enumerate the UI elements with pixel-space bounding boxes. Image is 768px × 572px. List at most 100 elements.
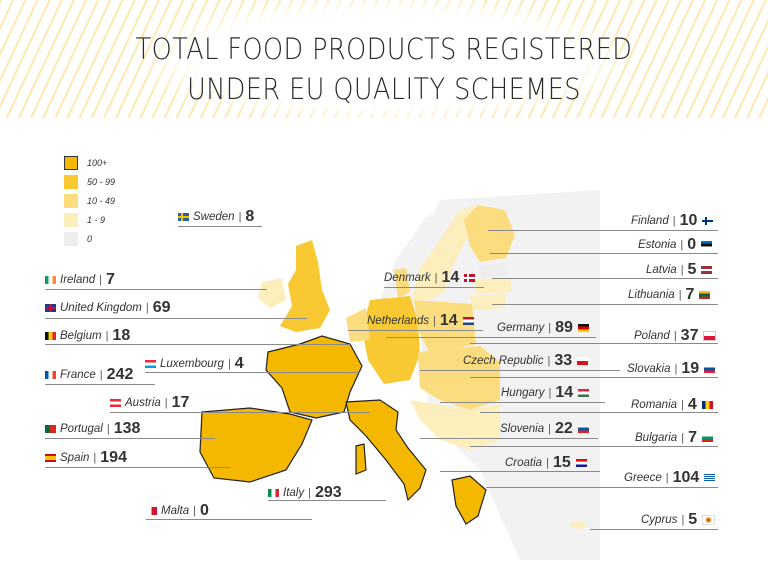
region-lithuania <box>470 294 506 310</box>
lithuania-leader-line <box>492 304 718 305</box>
portugal-flag-icon <box>45 425 56 433</box>
austria-leader-line <box>110 412 370 413</box>
sweden-flag-icon <box>178 213 189 221</box>
denmark-leader-line <box>384 287 484 288</box>
finland-leader-line <box>488 230 718 231</box>
poland-leader-line <box>470 343 718 344</box>
croatia-flag-icon <box>575 459 587 467</box>
spain-flag-icon <box>45 454 56 462</box>
belgium-name: Belgium <box>60 330 102 342</box>
slovakia-leader-line <box>470 377 718 378</box>
austria-name: Austria <box>125 397 161 409</box>
region-cyprus <box>570 521 586 529</box>
region-greece <box>451 475 487 525</box>
finland-flag-icon <box>702 217 714 225</box>
label-austria: Austria | 17 <box>110 394 189 412</box>
romania-value: 4 <box>687 396 697 413</box>
region-italy <box>345 399 427 502</box>
croatia-value: 15 <box>552 454 571 471</box>
cyprus-name: Cyprus <box>641 514 678 526</box>
lithuania-flag-icon <box>699 291 711 299</box>
italy-leader-line <box>268 500 386 501</box>
cyprus-flag-icon <box>702 515 716 525</box>
label-estonia: Estonia | 0 <box>638 236 713 254</box>
finland-value: 10 <box>679 212 698 229</box>
bulgaria-name: Bulgaria <box>635 432 678 444</box>
croatia-leader-line <box>440 471 600 472</box>
estonia-name: Estonia <box>638 239 677 251</box>
label-luxembourg: Luxembourg | 4 <box>145 355 244 373</box>
region-sardinia <box>355 443 367 475</box>
hungary-flag-icon <box>578 389 590 397</box>
label-greece: Greece | 104 <box>624 469 716 487</box>
legend-label-4: 1 - 9 <box>87 214 106 225</box>
region-germany <box>362 296 420 384</box>
label-finland: Finland | 10 <box>631 212 714 230</box>
italy-name: Italy <box>283 487 305 499</box>
poland-value: 37 <box>680 327 699 344</box>
france-leader-line <box>45 384 155 385</box>
title-line-1: TOTAL FOOD PRODUCTS REGISTERED <box>135 32 633 66</box>
region-balkans <box>410 400 500 450</box>
region-finland <box>464 205 515 262</box>
label-uk: United Kingdom | 69 <box>45 299 170 317</box>
finland-name: Finland <box>631 215 669 227</box>
legend-swatch-1 <box>64 155 78 170</box>
denmark-value: 14 <box>441 269 460 286</box>
portugal-name: Portugal <box>60 423 103 435</box>
latvia-name: Latvia <box>646 264 677 276</box>
austria-value: 17 <box>171 394 190 411</box>
label-spain: Spain | 194 <box>45 449 127 467</box>
bulgaria-value: 7 <box>688 429 697 446</box>
belgium-value: 18 <box>112 327 131 344</box>
croatia-name: Croatia <box>505 457 543 469</box>
label-hungary: Hungary | 14 <box>501 384 590 402</box>
region-estonia <box>478 262 508 278</box>
region-poland <box>414 300 476 354</box>
hungary-leader-line <box>440 402 605 403</box>
uk-name: United Kingdom <box>60 302 142 314</box>
greece-leader-line <box>486 487 718 488</box>
legend-label-5: 0 <box>87 233 93 244</box>
legend-label-1: 100+ <box>87 157 108 168</box>
ireland-leader-line <box>45 289 267 290</box>
netherlands-value: 14 <box>439 312 458 329</box>
romania-name: Romania <box>631 399 678 411</box>
legend-swatch-3 <box>64 193 78 208</box>
label-bulgaria: Bulgaria | 7 <box>635 429 713 447</box>
estonia-leader-line <box>490 253 718 254</box>
bulgaria-leader-line <box>470 446 718 447</box>
spain-value: 194 <box>100 449 127 466</box>
legend-item-5: 0 <box>64 231 92 246</box>
region-sweden <box>412 205 478 300</box>
netherlands-name: Netherlands <box>367 315 430 327</box>
belgium-flag-icon <box>45 332 56 340</box>
cyprus-leader-line <box>590 529 718 530</box>
legend-item-4: 1 - 9 <box>64 212 105 227</box>
malta-flag-icon <box>146 507 157 515</box>
luxembourg-flag-icon <box>145 360 156 368</box>
legend-label-2: 50 - 99 <box>87 176 116 187</box>
spain-leader-line <box>45 467 230 468</box>
label-italy: Italy | 293 <box>268 484 342 502</box>
belgium-leader-line <box>45 344 350 345</box>
czech-name: Czech Republic <box>463 355 544 367</box>
label-france: France | 242 <box>45 366 133 384</box>
germany-flag-icon <box>577 324 589 332</box>
label-germany: Germany | 89 <box>497 319 589 337</box>
label-slovakia: Slovakia | 19 <box>627 360 716 378</box>
italy-value: 293 <box>314 484 342 501</box>
germany-name: Germany <box>497 322 545 334</box>
label-latvia: Latvia | 5 <box>646 261 713 279</box>
luxembourg-value: 4 <box>234 355 244 372</box>
romania-flag-icon <box>701 401 713 409</box>
legend-item-2: 50 - 99 <box>64 174 115 189</box>
greece-flag-icon <box>704 474 716 482</box>
uk-leader-line <box>45 318 307 319</box>
latvia-value: 5 <box>687 261 697 278</box>
sweden-leader-line <box>178 226 262 227</box>
netherlands-leader-line <box>348 330 483 331</box>
estonia-flag-icon <box>701 241 713 249</box>
hungary-value: 14 <box>555 384 574 401</box>
